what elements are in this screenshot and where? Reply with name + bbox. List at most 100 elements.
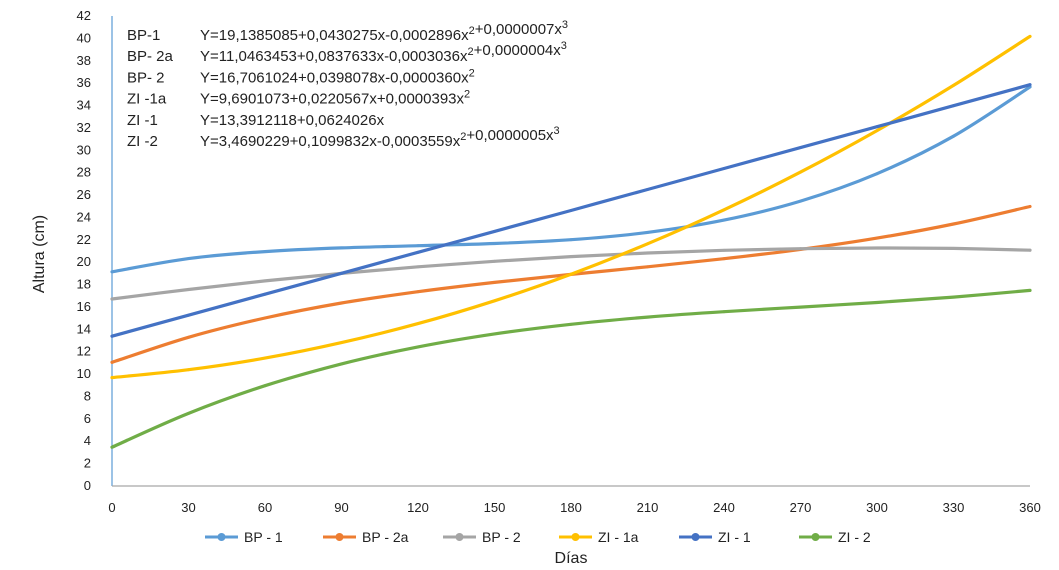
x-tick-label: 120 bbox=[407, 500, 429, 515]
y-tick-label: 24 bbox=[77, 209, 91, 224]
data-point bbox=[110, 297, 114, 301]
data-point bbox=[493, 242, 496, 245]
x-axis-ticks: 0 30 60 90 120 150 180 210 240 270 300 330 360 bbox=[108, 500, 1040, 515]
data-point bbox=[722, 248, 726, 252]
data-point bbox=[646, 242, 649, 246]
x-tick-label: 0 bbox=[108, 500, 115, 515]
equation-formula: Y=16,7061024+0,0398078x-0,0000360x2 bbox=[200, 67, 475, 86]
data-point bbox=[340, 271, 343, 275]
y-tick-label: 6 bbox=[84, 411, 91, 426]
data-point bbox=[493, 230, 496, 233]
equation-formula: Y=13,3912118+0,0624026x bbox=[200, 112, 385, 129]
data-point bbox=[1028, 248, 1032, 252]
y-tick-label: 12 bbox=[77, 344, 91, 359]
data-point bbox=[493, 259, 496, 263]
y-tick-label: 0 bbox=[84, 478, 91, 493]
legend-marker bbox=[217, 533, 226, 541]
legend-label: BP - 1 bbox=[244, 529, 283, 545]
data-point bbox=[646, 315, 649, 319]
data-point bbox=[263, 250, 267, 254]
data-point bbox=[646, 188, 649, 191]
y-tick-label: 14 bbox=[77, 321, 91, 336]
legend-marker bbox=[811, 533, 820, 541]
data-point bbox=[799, 199, 802, 203]
equation-formula: Y=9,6901073+0,0220567x+0,0000393x2 bbox=[200, 89, 470, 108]
equation-label: BP-1 bbox=[127, 27, 160, 44]
equation-formula: Y=3,4690229+0,1099832x-0,0003559x2+0,000… bbox=[200, 125, 560, 150]
data-point bbox=[110, 334, 114, 338]
data-point bbox=[722, 218, 726, 222]
data-point bbox=[416, 322, 420, 325]
data-point bbox=[875, 236, 879, 240]
data-point bbox=[799, 146, 802, 150]
data-point bbox=[799, 305, 802, 309]
legend-label: ZI - 2 bbox=[838, 529, 871, 545]
data-point bbox=[722, 310, 726, 314]
data-point bbox=[187, 257, 190, 260]
data-point bbox=[340, 362, 343, 366]
data-point bbox=[340, 341, 343, 344]
data-point bbox=[875, 125, 879, 129]
x-tick-label: 270 bbox=[790, 500, 812, 515]
data-point bbox=[1028, 205, 1032, 208]
data-point bbox=[722, 257, 726, 261]
y-tick-label: 40 bbox=[77, 30, 91, 45]
y-tick-label: 26 bbox=[77, 187, 91, 202]
data-point bbox=[340, 301, 343, 305]
data-point bbox=[263, 279, 267, 283]
x-tick-label: 360 bbox=[1019, 500, 1041, 515]
data-point bbox=[110, 360, 114, 364]
y-tick-label: 8 bbox=[84, 388, 91, 403]
equation-label: BP- 2a bbox=[127, 48, 174, 65]
data-point bbox=[569, 322, 573, 326]
legend-marker bbox=[335, 533, 344, 541]
legend-label: BP - 2 bbox=[482, 529, 521, 545]
data-point bbox=[110, 376, 114, 379]
data-point bbox=[416, 244, 420, 248]
data-point bbox=[952, 134, 955, 138]
y-tick-label: 36 bbox=[77, 75, 91, 90]
data-point bbox=[875, 172, 879, 176]
data-point bbox=[952, 104, 955, 108]
data-point bbox=[722, 208, 726, 212]
x-tick-label: 300 bbox=[866, 500, 888, 515]
y-tick-label: 42 bbox=[77, 8, 91, 23]
data-point bbox=[340, 246, 343, 250]
y-tick-label: 32 bbox=[77, 120, 91, 135]
legend: BP - 1 BP - 2a BP - 2 ZI - 1a ZI - 1 ZI - 2 bbox=[205, 529, 871, 545]
data-point bbox=[799, 247, 802, 251]
data-point bbox=[493, 332, 496, 336]
data-point bbox=[875, 129, 879, 133]
equation-label: ZI -1a bbox=[127, 91, 167, 108]
data-point bbox=[799, 170, 802, 174]
data-point bbox=[263, 384, 267, 388]
y-tick-label: 20 bbox=[77, 254, 91, 269]
equation-formula: Y=11,0463453+0,0837633x-0,0003036x2+0,00… bbox=[200, 40, 567, 65]
data-point bbox=[569, 255, 573, 258]
data-point bbox=[187, 412, 190, 415]
data-point bbox=[110, 270, 114, 274]
data-point bbox=[263, 316, 267, 320]
legend-marker bbox=[455, 533, 464, 541]
data-point bbox=[952, 295, 955, 299]
y-axis-title: Altura (cm) bbox=[31, 215, 48, 293]
data-point bbox=[646, 265, 649, 269]
y-tick-label: 34 bbox=[77, 98, 91, 113]
data-point bbox=[493, 281, 496, 284]
equation-label: ZI -1 bbox=[127, 112, 158, 129]
data-point bbox=[875, 246, 879, 250]
data-point bbox=[493, 299, 496, 303]
x-tick-label: 210 bbox=[637, 500, 659, 515]
legend-marker bbox=[571, 533, 580, 541]
data-point bbox=[110, 445, 114, 449]
x-tick-label: 30 bbox=[181, 500, 195, 515]
series-lines bbox=[110, 34, 1032, 449]
data-point bbox=[1028, 35, 1032, 38]
data-point bbox=[263, 292, 267, 296]
legend-label: ZI - 1a bbox=[598, 529, 639, 545]
data-point bbox=[263, 356, 267, 360]
